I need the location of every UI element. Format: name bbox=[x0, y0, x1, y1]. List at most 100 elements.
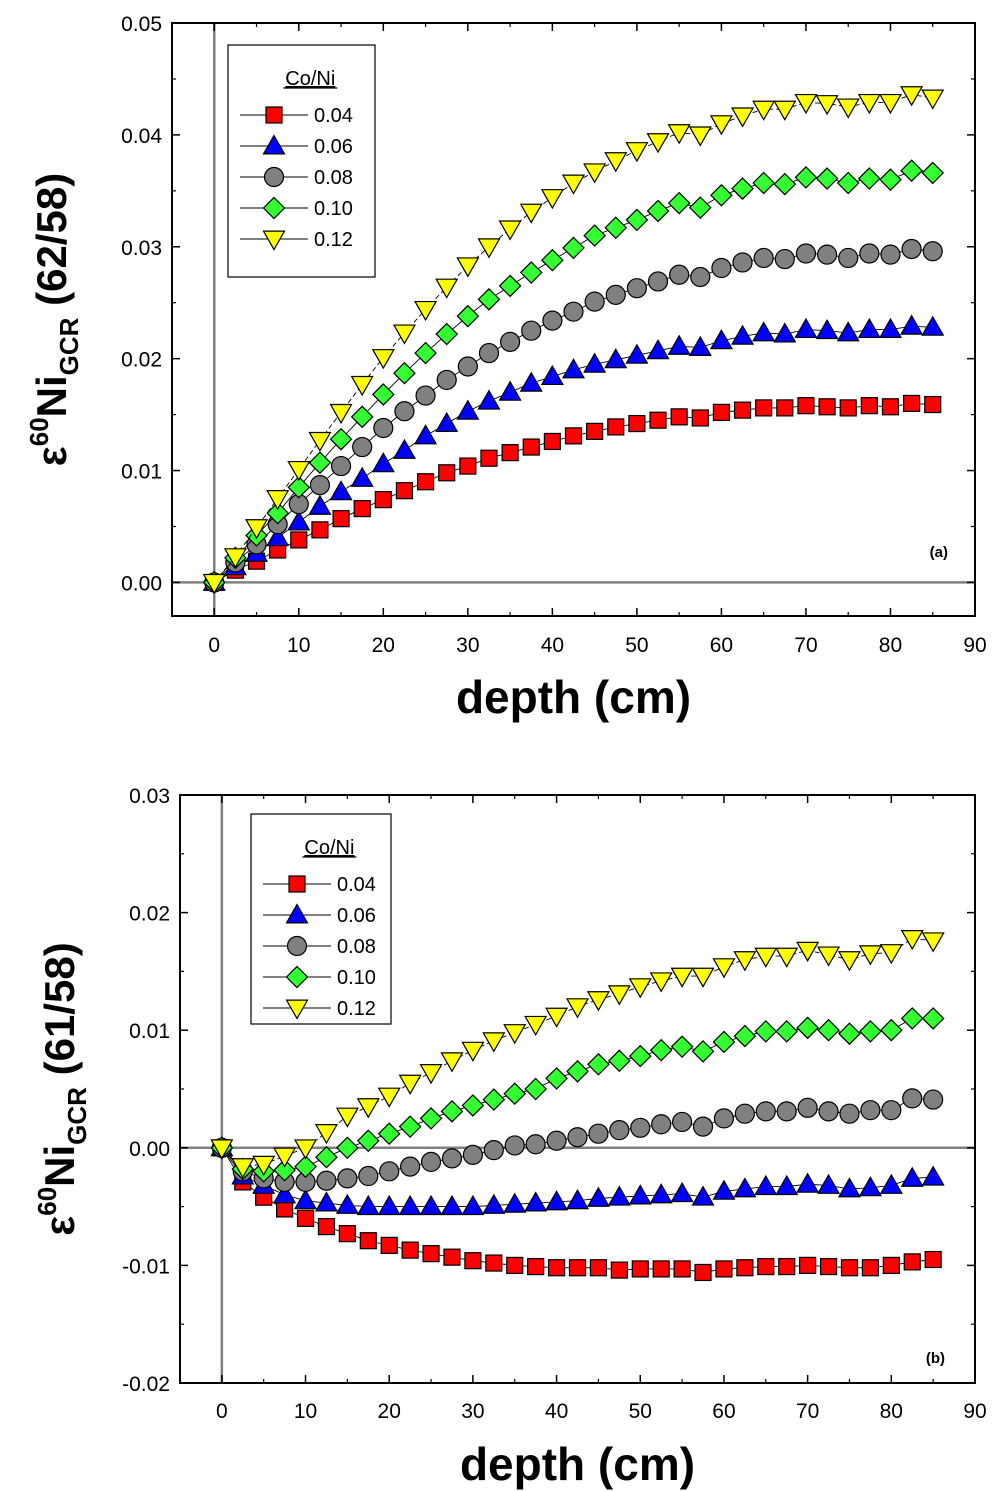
data-point bbox=[564, 427, 583, 445]
data-point bbox=[419, 1064, 443, 1085]
data-point bbox=[903, 1253, 921, 1271]
data-point bbox=[441, 1148, 463, 1169]
y-axis-title-symbol: ε bbox=[28, 446, 75, 466]
legend-marker bbox=[265, 106, 283, 124]
data-point bbox=[816, 244, 838, 265]
data-point bbox=[733, 1024, 757, 1048]
x-tick-label: 60 bbox=[710, 634, 733, 657]
y-axis-title-subscript: GCR bbox=[62, 1087, 92, 1145]
data-point bbox=[231, 1158, 255, 1179]
data-point bbox=[857, 93, 881, 115]
data-point bbox=[625, 208, 649, 232]
data-point bbox=[395, 482, 414, 500]
data-point bbox=[392, 324, 416, 345]
data-point bbox=[287, 460, 311, 482]
data-point bbox=[755, 399, 773, 417]
data-point bbox=[393, 361, 416, 385]
data-point bbox=[337, 1168, 358, 1189]
data-point bbox=[795, 243, 817, 264]
x-axis-title: depth (cm) bbox=[456, 671, 691, 723]
data-point bbox=[415, 385, 436, 406]
data-point bbox=[359, 1232, 377, 1250]
legend-marker bbox=[285, 965, 309, 989]
data-point bbox=[401, 1241, 419, 1259]
data-point bbox=[483, 1140, 504, 1161]
data-point bbox=[713, 1108, 735, 1129]
data-point bbox=[733, 951, 757, 972]
legend: Co/Ni 0.04 0.06 0.08 0.10 0.12 bbox=[250, 813, 392, 1025]
data-point bbox=[754, 1020, 778, 1043]
data-point bbox=[625, 343, 649, 364]
data-point bbox=[440, 1194, 464, 1216]
data-point bbox=[646, 339, 670, 360]
data-point bbox=[498, 380, 522, 401]
data-point bbox=[879, 168, 902, 191]
data-point bbox=[882, 1256, 900, 1275]
y-tick-label: 0.03 bbox=[129, 785, 170, 808]
data-point bbox=[371, 349, 395, 370]
data-point bbox=[670, 967, 694, 988]
data-point bbox=[356, 1194, 380, 1216]
data-point bbox=[672, 1111, 693, 1133]
data-point bbox=[545, 1067, 568, 1090]
data-point bbox=[881, 1100, 902, 1121]
data-point bbox=[330, 455, 352, 477]
data-point bbox=[482, 1193, 506, 1214]
data-point bbox=[542, 310, 563, 331]
x-tick-label: 70 bbox=[796, 1400, 819, 1423]
data-point bbox=[902, 1088, 923, 1109]
data-point bbox=[477, 238, 501, 259]
data-point bbox=[794, 317, 818, 339]
data-point bbox=[857, 317, 881, 339]
data-point bbox=[860, 397, 878, 415]
series-0_08 bbox=[211, 1088, 944, 1193]
data-point bbox=[734, 1103, 755, 1124]
data-point bbox=[900, 159, 923, 183]
y-tick-label: 0.02 bbox=[129, 903, 170, 926]
panel-label: (a) bbox=[930, 544, 948, 561]
data-point bbox=[712, 403, 731, 421]
data-point bbox=[503, 1192, 527, 1213]
data-point bbox=[709, 115, 733, 136]
data-point bbox=[524, 1191, 548, 1212]
data-point bbox=[649, 1183, 673, 1204]
data-point bbox=[419, 1107, 443, 1130]
legend-marker bbox=[285, 999, 309, 1020]
data-point bbox=[568, 1259, 587, 1277]
legend-marker bbox=[286, 935, 308, 957]
data-point bbox=[350, 405, 374, 429]
data-point bbox=[273, 1147, 297, 1168]
data-point bbox=[545, 1190, 569, 1211]
legend-marker bbox=[262, 196, 286, 220]
data-point bbox=[818, 1101, 839, 1122]
data-point bbox=[710, 183, 733, 207]
data-point bbox=[545, 1007, 569, 1028]
data-point bbox=[335, 1107, 359, 1128]
data-point bbox=[562, 236, 585, 260]
data-point bbox=[438, 464, 456, 482]
data-point bbox=[625, 142, 649, 163]
data-point bbox=[521, 320, 542, 341]
chart-panel-a: 0 10 20 30 40 50 60 70 80 90 0.00 0.01 0.02 0.03 0.04 0… bbox=[24, 13, 987, 723]
data-point bbox=[317, 1217, 336, 1236]
data-point bbox=[646, 199, 670, 223]
data-point bbox=[797, 397, 815, 415]
data-point bbox=[546, 1130, 567, 1151]
data-point bbox=[540, 189, 564, 210]
data-point bbox=[817, 946, 841, 967]
data-point bbox=[667, 191, 691, 215]
data-point bbox=[379, 1161, 400, 1182]
data-point bbox=[754, 1174, 778, 1196]
data-point bbox=[308, 431, 332, 453]
data-point bbox=[422, 1245, 440, 1263]
data-point bbox=[519, 203, 543, 224]
data-point bbox=[839, 1103, 860, 1124]
legend-label: 0.08 bbox=[337, 936, 376, 958]
series-0_06 bbox=[202, 314, 945, 591]
data-point bbox=[314, 1124, 338, 1145]
legend: Co/Ni 0.04 0.06 0.08 0.10 0.12 bbox=[227, 44, 376, 278]
data-point bbox=[252, 1155, 276, 1176]
data-point bbox=[563, 301, 584, 322]
data-point bbox=[504, 1135, 525, 1156]
data-point bbox=[610, 1261, 628, 1279]
